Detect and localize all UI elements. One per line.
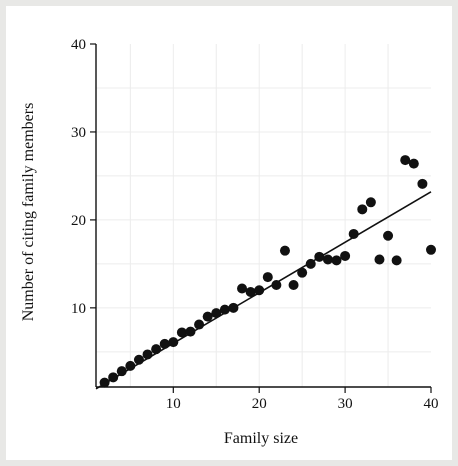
data-point [142, 349, 153, 360]
x-tick-label: 20 [252, 396, 267, 412]
data-point [297, 267, 308, 278]
data-point [271, 279, 282, 290]
data-point [168, 337, 179, 348]
data-point [357, 204, 368, 215]
y-tick-label: 30 [71, 125, 86, 141]
data-point [211, 308, 222, 319]
data-point [116, 366, 127, 377]
data-point [417, 178, 428, 189]
data-point [348, 228, 359, 239]
data-point [305, 258, 316, 269]
data-point [322, 254, 333, 265]
data-point [133, 354, 144, 365]
data-point [408, 158, 419, 169]
data-point [228, 302, 239, 313]
data-point [365, 197, 376, 208]
data-point [219, 304, 230, 315]
data-point [400, 155, 411, 166]
data-point [125, 360, 136, 371]
x-axis-label: Family size [224, 430, 298, 447]
data-point [374, 254, 385, 265]
y-tick-label: 20 [71, 213, 86, 229]
tick-labels: 10 20 30 40 10 20 30 40 [71, 37, 439, 412]
y-tick-label: 10 [71, 301, 86, 317]
data-point [176, 327, 187, 338]
x-tick-label: 40 [424, 396, 439, 412]
data-point [108, 372, 119, 383]
data-point [202, 311, 213, 322]
scatter-chart: 10 20 30 40 10 20 30 40 Family size Number of c… [20, 37, 439, 447]
x-tick-label: 10 [166, 396, 181, 412]
axes [90, 43, 432, 393]
data-points [99, 155, 436, 388]
data-point [391, 255, 402, 266]
data-point [314, 251, 325, 262]
data-point [331, 255, 342, 266]
data-point [340, 250, 351, 261]
y-tick-label: 40 [71, 37, 86, 53]
data-point [254, 285, 265, 296]
data-point [262, 272, 273, 283]
data-point [185, 326, 196, 337]
data-point [237, 283, 248, 294]
y-axis-label: Number of citing family members [20, 103, 37, 322]
data-point [426, 244, 436, 255]
data-point [245, 287, 256, 298]
data-point [383, 230, 394, 241]
data-point [99, 377, 110, 388]
chart-panel: 10 20 30 40 10 20 30 40 Family size Number of c… [6, 6, 452, 460]
data-point [159, 338, 170, 349]
grid [96, 44, 431, 387]
x-tick-label: 30 [338, 396, 353, 412]
data-point [194, 319, 205, 330]
data-point [151, 344, 162, 355]
data-point [288, 279, 299, 290]
data-point [279, 245, 290, 256]
